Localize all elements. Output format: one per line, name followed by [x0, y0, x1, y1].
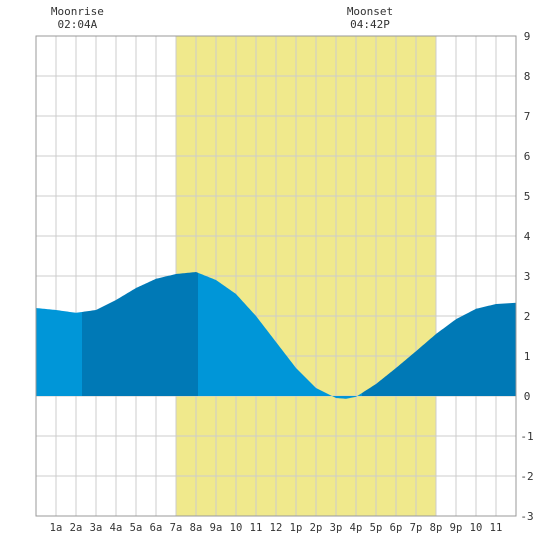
- x-tick-labels: 1a 2a 3a 4a 5a 6a 7a 8a 9a 10 11 12 1p 2p 3p 4p 5p 6p 7p 8p…: [50, 522, 503, 534]
- y-tick-label: 3: [524, 270, 531, 283]
- y-tick-label: -3: [520, 510, 533, 523]
- y-tick-label: 6: [524, 150, 531, 163]
- y-tick-labels: -3 -2 -1 0 1 2 3 4 5 6 7 8 9: [520, 30, 533, 523]
- y-tick-label: 4: [524, 230, 531, 243]
- x-tick-label: 10: [230, 522, 243, 534]
- x-tick-label: 9a: [210, 522, 223, 534]
- x-tick-label: 2p: [310, 522, 323, 534]
- x-tick-label: 5p: [370, 522, 383, 534]
- y-tick-label: -1: [520, 430, 533, 443]
- tide-band: [36, 308, 82, 396]
- x-tick-label: 4p: [350, 522, 363, 534]
- y-tick-label: -2: [520, 470, 533, 483]
- y-tick-label: 0: [524, 390, 531, 403]
- x-tick-label: 4a: [110, 522, 123, 534]
- tide-band: [362, 302, 516, 396]
- moon-event-time: 04:42P: [350, 18, 390, 31]
- y-tick-label: 1: [524, 350, 531, 363]
- x-tick-label: 2a: [70, 522, 83, 534]
- x-tick-label: 6p: [390, 522, 403, 534]
- x-tick-label: 3a: [90, 522, 103, 534]
- x-tick-label: 1p: [290, 522, 303, 534]
- y-tick-label: 7: [524, 110, 531, 123]
- tide-area: [36, 272, 516, 399]
- y-tick-label: 8: [524, 70, 531, 83]
- moon-event-label: Moonset: [347, 5, 393, 18]
- x-tick-label: 7a: [170, 522, 183, 534]
- x-tick-label: 8p: [430, 522, 443, 534]
- x-tick-label: 11: [490, 522, 503, 534]
- x-tick-label: 5a: [130, 522, 143, 534]
- x-tick-label: 8a: [190, 522, 203, 534]
- moon-event-time: 02:04A: [58, 18, 98, 31]
- x-tick-label: 10: [470, 522, 483, 534]
- x-tick-label: 7p: [410, 522, 423, 534]
- x-tick-label: 1a: [50, 522, 63, 534]
- plot-border: [35, 35, 517, 517]
- y-tick-label: 9: [524, 30, 531, 43]
- y-tick-label: 5: [524, 190, 531, 203]
- x-tick-label: 3p: [330, 522, 343, 534]
- moon-event-label: Moonrise: [51, 5, 104, 18]
- tide-band: [198, 272, 362, 399]
- x-tick-label: 9p: [450, 522, 463, 534]
- x-tick-label: 11: [250, 522, 263, 534]
- x-tick-label: 12: [270, 522, 283, 534]
- y-tick-label: 2: [524, 310, 531, 323]
- x-tick-label: 6a: [150, 522, 163, 534]
- tide-band: [82, 272, 198, 396]
